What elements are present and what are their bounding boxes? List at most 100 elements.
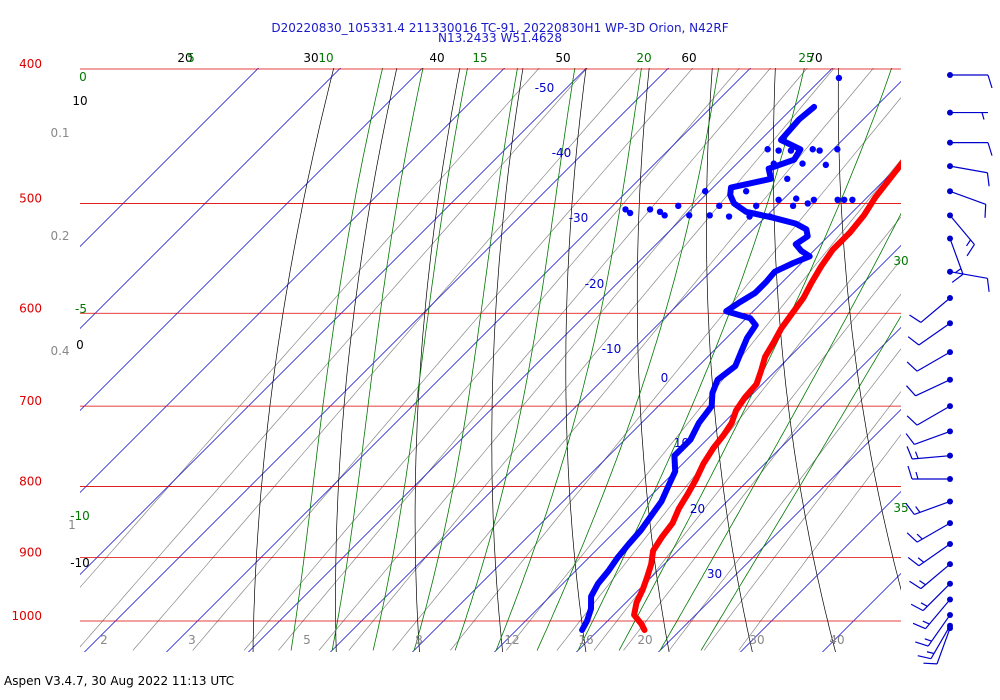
- wind-barb-staff: [949, 214, 975, 245]
- isotherm-label: -10: [602, 342, 622, 356]
- wind-barb: [906, 520, 953, 543]
- wind-barb-flag: [986, 278, 990, 292]
- wind-barb-staff: [936, 627, 951, 665]
- isotherm-line: [576, 327, 901, 652]
- wind-barb-flag: [923, 662, 938, 665]
- wind-barb-half-flag: [920, 602, 928, 607]
- isotherm-line: [80, 68, 505, 493]
- wind-barb-half-flag: [915, 471, 919, 480]
- wind-barb-half-flag: [916, 533, 923, 540]
- wind-barb-flag: [910, 603, 924, 612]
- mixing-ratio-line: [392, 68, 874, 651]
- pressure-label: 600: [19, 301, 42, 315]
- moist-adiabat-line: [700, 315, 901, 651]
- sounding-profiles: [579, 74, 961, 633]
- mixing-ratio-label: 1: [68, 518, 76, 532]
- wind-barb-half-flag: [924, 638, 932, 642]
- mixing-ratio-line: [703, 390, 901, 651]
- wind-barb-half-flag: [915, 506, 921, 513]
- wind-barb-staff: [914, 430, 951, 445]
- dewpoint-point: [686, 212, 693, 219]
- pressure-label: 500: [19, 191, 42, 205]
- wind-barb-staff: [949, 190, 986, 205]
- dewpoint-point: [661, 212, 668, 219]
- mixing-ratio-label: 5: [303, 633, 311, 647]
- wind-barb-staff: [925, 599, 951, 630]
- mixing-ratio-line: [623, 293, 901, 651]
- wind-barb-staff: [949, 165, 988, 174]
- dewpoint-point: [752, 202, 760, 210]
- mixing-ratio-line: [80, 68, 540, 588]
- moist-adiabat-label: 5: [187, 51, 195, 65]
- wind-barb-flag: [966, 244, 975, 257]
- dewpoint-point: [646, 206, 654, 213]
- wind-barb-staff: [916, 405, 951, 426]
- isotherm-label: -50: [535, 81, 555, 95]
- wind-barb: [923, 625, 953, 665]
- wind-barbs: [905, 71, 993, 665]
- mixing-ratio-label: 2: [100, 633, 108, 647]
- wind-barb-staff: [930, 625, 951, 660]
- wind-barb-half-flag: [922, 620, 930, 625]
- moist-adiabat-line: [290, 68, 384, 651]
- dewpoint-point: [799, 160, 806, 167]
- wind-barb: [912, 596, 953, 630]
- isotherm-line: [330, 81, 901, 652]
- wind-barb: [905, 428, 953, 445]
- wind-barb-flag: [987, 74, 993, 89]
- wind-barb: [906, 349, 953, 372]
- mixing-ratio-line: [243, 68, 740, 651]
- mixing-ratio-label: 0.4: [50, 344, 69, 358]
- wind-barb-staff: [927, 614, 951, 647]
- isotherm-label: -40: [552, 146, 572, 160]
- software-version-footer: Aspen V3.4.7, 30 Aug 2022 11:13 UTC: [4, 674, 235, 688]
- dewpoint-point: [764, 146, 771, 153]
- mixing-ratio-line: [80, 68, 588, 648]
- wind-barb-staff: [918, 543, 951, 567]
- mixing-ratio-label: 12: [504, 633, 519, 647]
- mixing-ratio-label: 40: [829, 633, 844, 647]
- dewpoint-point: [766, 213, 774, 220]
- wind-barb-flag: [907, 336, 920, 346]
- isotherm-label: -20: [585, 277, 605, 291]
- dewpoint-point: [746, 213, 753, 220]
- wind-barb-flag: [909, 314, 922, 323]
- dewpoint-point: [809, 146, 816, 153]
- moist-adiabat-line: [659, 212, 901, 651]
- moist-adiabat-label: 30: [893, 254, 908, 268]
- dewpoint-point: [701, 188, 709, 195]
- isobar-lines: [80, 68, 901, 622]
- isotherm-line: [80, 68, 423, 411]
- dry-adiabat-line: [335, 68, 398, 652]
- dry-adiabat-label: -10: [70, 556, 90, 570]
- isotherm-line: [494, 245, 901, 652]
- wind-barb: [905, 376, 953, 397]
- mixing-ratio-line: [278, 68, 772, 651]
- dry-adiabat-label: 0: [76, 338, 84, 352]
- wind-barb-staff: [920, 297, 951, 323]
- moist-adiabat-label: -5: [75, 302, 87, 316]
- moist-adiabat-label: 25: [798, 51, 813, 65]
- wind-barb-half-flag: [917, 557, 925, 563]
- wind-barb-half-flag: [965, 239, 972, 247]
- wind-barb: [906, 403, 953, 426]
- dewpoint-point: [804, 200, 811, 207]
- isotherm-line: [658, 409, 901, 652]
- chart-title-line1: D20220830_105331.4 211330016 TC-91, 2022…: [271, 21, 728, 35]
- dry-adiabat-label: 10: [72, 94, 87, 108]
- wind-barb: [947, 71, 993, 89]
- moist-adiabat-line: [454, 68, 576, 651]
- wind-barb-flag: [906, 415, 918, 426]
- wind-barb: [906, 446, 953, 460]
- wind-barb: [947, 235, 964, 283]
- wind-barb-flag: [907, 465, 913, 480]
- wind-barb-flag: [905, 385, 917, 397]
- wind-barb: [947, 163, 990, 187]
- dewpoint-point: [626, 209, 634, 217]
- dewpoint-point: [810, 196, 818, 204]
- temperature-point: [955, 75, 961, 81]
- dewpoint-point: [834, 196, 841, 204]
- wind-barb-half-flag: [919, 580, 926, 586]
- dry-adiabat-label: 50: [555, 51, 570, 65]
